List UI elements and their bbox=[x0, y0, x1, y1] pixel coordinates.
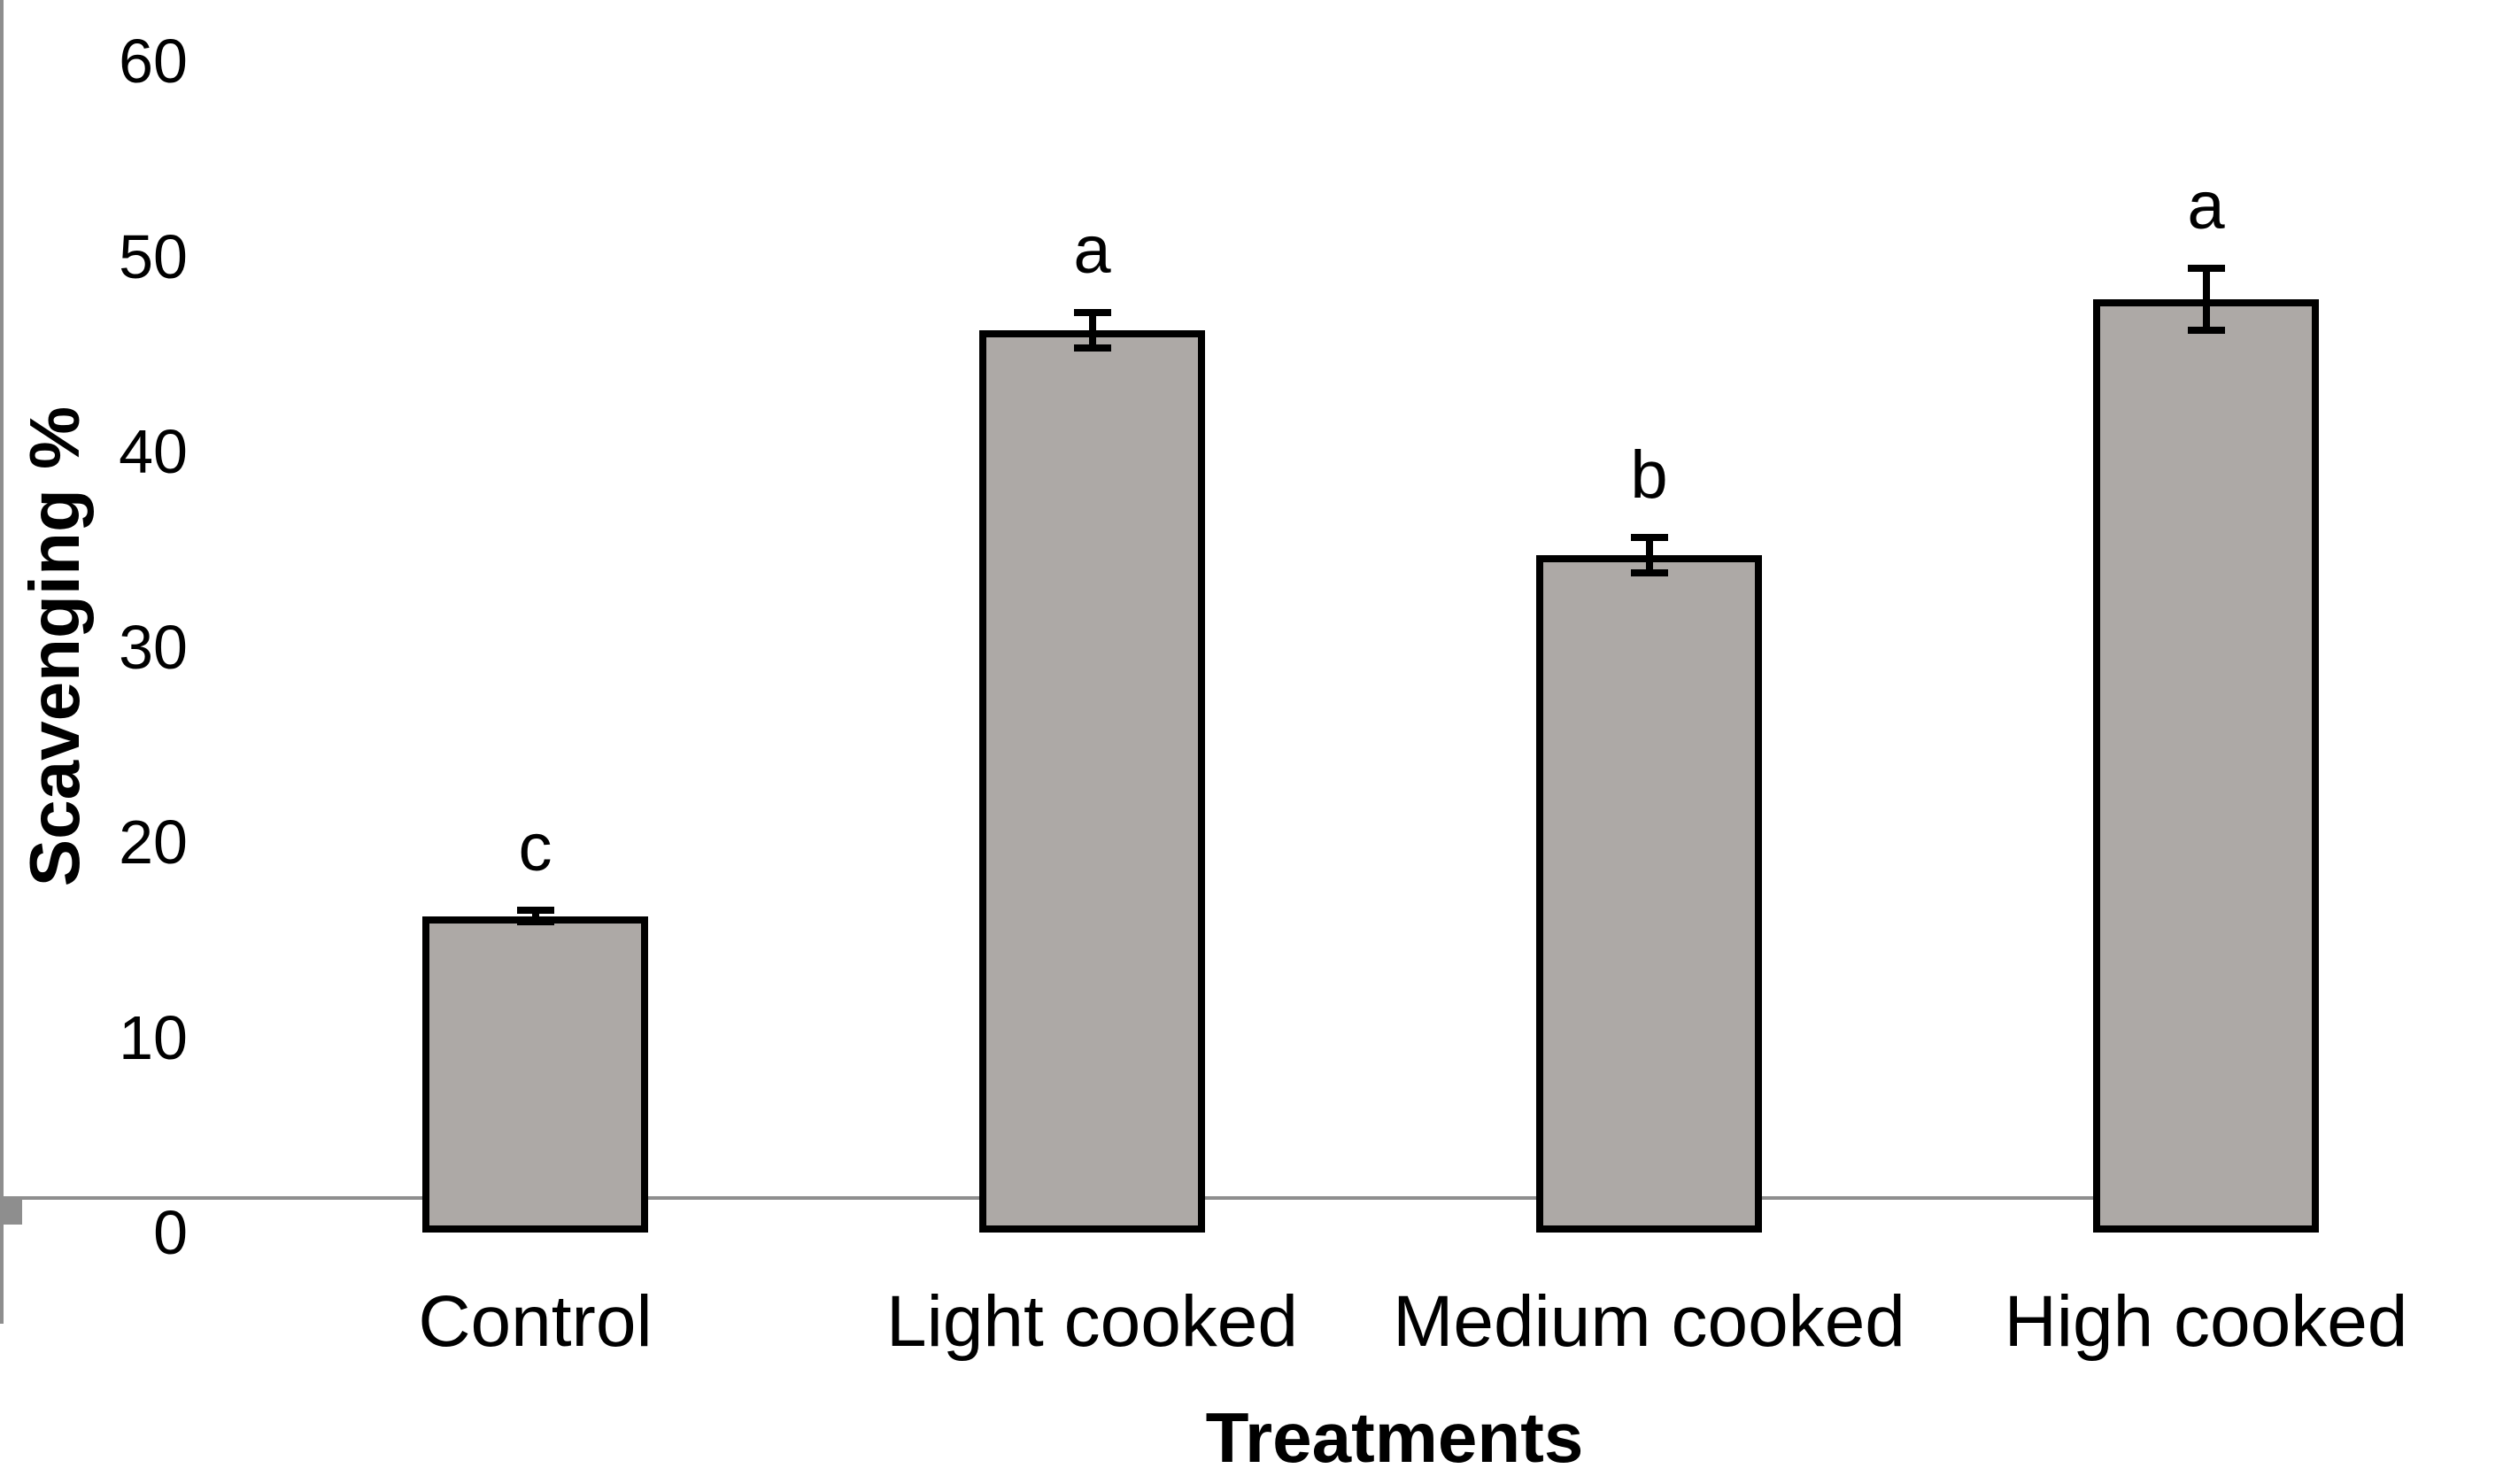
error-bar-cap-top bbox=[2187, 264, 2225, 272]
sig-letter: c bbox=[518, 810, 552, 886]
x-tick bbox=[0, 1274, 4, 1299]
x-category-label: Control bbox=[418, 1281, 653, 1362]
y-tick bbox=[0, 1210, 22, 1214]
bar bbox=[979, 330, 1205, 1233]
error-bar-cap-bottom bbox=[516, 918, 554, 926]
error-bar bbox=[1088, 313, 1096, 349]
y-tick-label: 50 bbox=[119, 221, 188, 291]
y-tick-label: 10 bbox=[119, 1002, 188, 1072]
error-bar-cap-top bbox=[516, 907, 554, 915]
bar bbox=[2093, 299, 2319, 1233]
error-bar-cap-top bbox=[1630, 534, 1668, 542]
sig-letter: a bbox=[1073, 213, 1111, 289]
x-category-label: Medium cooked bbox=[1393, 1281, 1905, 1362]
error-bar-cap-bottom bbox=[1073, 344, 1111, 352]
y-axis-line bbox=[0, 0, 4, 1196]
error-bar-cap-bottom bbox=[1630, 568, 1668, 576]
sig-letter: a bbox=[2187, 167, 2225, 243]
y-tick bbox=[0, 1217, 22, 1221]
x-tick bbox=[0, 1249, 4, 1274]
y-tick-label: 30 bbox=[119, 612, 188, 682]
y-tick bbox=[0, 1221, 22, 1225]
x-category-label: Light cooked bbox=[885, 1281, 1299, 1362]
y-tick-label: 0 bbox=[153, 1198, 188, 1267]
x-tick bbox=[0, 1299, 4, 1324]
bar bbox=[422, 916, 648, 1233]
error-bar bbox=[1645, 537, 1653, 573]
bar bbox=[1536, 554, 1762, 1233]
error-bar bbox=[2202, 267, 2210, 331]
sig-letter: b bbox=[1630, 437, 1668, 514]
y-tick-label: 40 bbox=[119, 417, 188, 486]
y-tick bbox=[0, 1214, 22, 1217]
error-bar-cap-bottom bbox=[2187, 327, 2225, 335]
y-tick bbox=[0, 1200, 22, 1203]
x-category-label: High cooked bbox=[2004, 1281, 2408, 1362]
y-tick bbox=[0, 1203, 22, 1207]
plot-area: c Control a Light cooked b Medium cooked a High… bbox=[0, 0, 2407, 1358]
error-bar bbox=[531, 910, 539, 923]
y-tick bbox=[0, 1207, 22, 1210]
y-tick-label: 60 bbox=[119, 27, 188, 96]
x-axis-title: Treatments bbox=[1205, 1398, 1584, 1477]
y-tick-label: 20 bbox=[119, 808, 188, 877]
x-tick bbox=[0, 1225, 4, 1249]
error-bar-cap-top bbox=[1073, 309, 1111, 317]
